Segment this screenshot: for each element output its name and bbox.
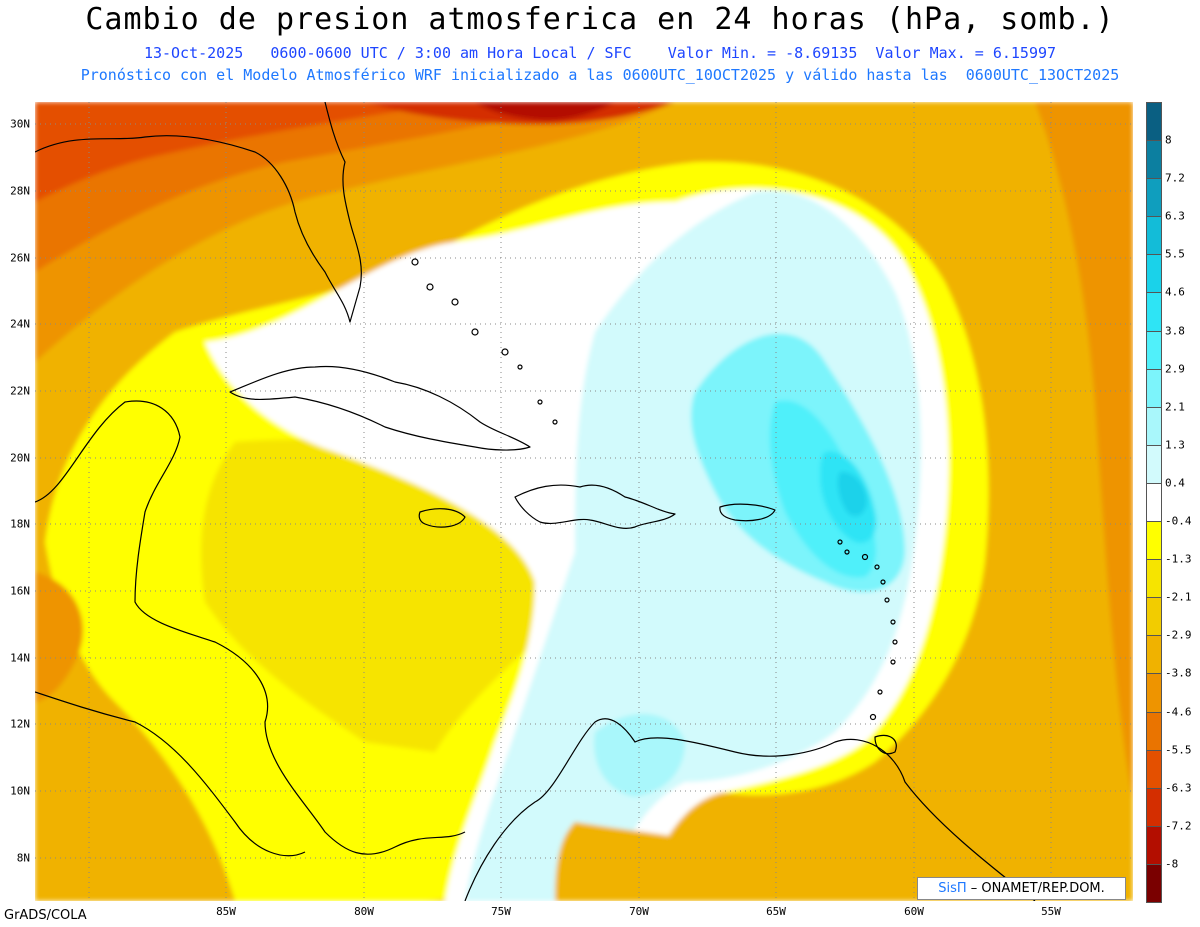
lon-label: 70W — [629, 905, 649, 918]
grads-credit: GrADS/COLA — [4, 908, 87, 923]
lat-label: 8N — [16, 851, 30, 865]
colorbar-label: 1.3 — [1165, 438, 1185, 452]
grid-lines — [35, 102, 1133, 901]
colorbar-segment — [1146, 635, 1162, 675]
colorbar-label: -3.8 — [1165, 666, 1192, 680]
colorbar-segment — [1146, 178, 1162, 218]
lat-label: 24N — [10, 317, 30, 331]
shaded-field — [35, 102, 1133, 901]
colorbar-segment — [1146, 102, 1162, 142]
colorbar-label: -7.2 — [1165, 819, 1192, 833]
colorbar-segment — [1146, 292, 1162, 332]
colorbar-label: -2.1 — [1165, 590, 1192, 604]
colorbar-segment — [1146, 406, 1162, 446]
valid-time-line: 13-Oct-2025 0600-0600 UTC / 3:00 am Hora… — [143, 44, 1057, 62]
lon-label: 55W — [1041, 905, 1061, 918]
colorbar-label: 4.6 — [1165, 285, 1185, 299]
colorbar-label: 2.9 — [1165, 362, 1185, 376]
colorbar-label: -2.9 — [1165, 628, 1192, 642]
lon-label: 75W — [491, 905, 511, 918]
colorbar-segment — [1146, 254, 1162, 294]
lat-label: 20N — [10, 451, 30, 465]
colorbar-segment — [1146, 863, 1162, 903]
colorbar-label: -6.3 — [1165, 781, 1192, 795]
sispi-logo: SisΠ — [938, 881, 967, 896]
colorbar-label: 7.2 — [1165, 171, 1185, 185]
lat-label: 14N — [10, 651, 30, 665]
colorbar-label: 6.3 — [1165, 209, 1185, 223]
colorbar-segment — [1146, 521, 1162, 561]
colorbar-label: 8 — [1165, 133, 1172, 147]
lon-label: 80W — [354, 905, 374, 918]
colorbar-segment — [1146, 482, 1162, 523]
colorbar-segment — [1146, 749, 1162, 789]
credit-org: – ONAMET/REP.DOM. — [970, 881, 1105, 896]
colorbar-segment — [1146, 711, 1162, 751]
colorbar-segment — [1146, 444, 1162, 484]
colorbar-segment — [1146, 216, 1162, 256]
colorbar-label: -0.4 — [1165, 514, 1192, 528]
colorbar-label: -1.3 — [1165, 552, 1192, 566]
lat-label: 16N — [10, 584, 30, 598]
credit-box: SisΠ – ONAMET/REP.DOM. — [917, 877, 1126, 900]
lat-label: 18N — [10, 517, 30, 531]
colorbar-label: 3.8 — [1165, 324, 1185, 338]
colorbar-label: 5.5 — [1165, 247, 1185, 261]
colorbar-segment — [1146, 597, 1162, 637]
coastlines — [35, 102, 1036, 901]
lat-label: 28N — [10, 184, 30, 198]
lat-label: 30N — [10, 117, 30, 131]
colorbar-segment — [1146, 330, 1162, 370]
lat-label: 12N — [10, 717, 30, 731]
colorbar-segment — [1146, 559, 1162, 599]
colorbar-label: -5.5 — [1165, 743, 1192, 757]
colorbar-label: 0.4 — [1165, 476, 1185, 490]
lat-label: 22N — [10, 384, 30, 398]
colorbar-segment — [1146, 140, 1162, 180]
colorbar-segment — [1146, 673, 1162, 713]
colorbar-segment — [1146, 825, 1162, 865]
colorbar-segment — [1146, 787, 1162, 827]
map-title: Cambio de presion atmosferica en 24 hora… — [85, 2, 1115, 37]
colorbar — [1146, 102, 1162, 903]
lat-label: 26N — [10, 251, 30, 265]
lon-label: 85W — [216, 905, 236, 918]
colorbar-segment — [1146, 368, 1162, 408]
colorbar-label: -8 — [1165, 857, 1179, 871]
lon-label: 60W — [904, 905, 924, 918]
colorbar-label: 2.1 — [1165, 400, 1185, 414]
lon-label: 65W — [766, 905, 786, 918]
pressure-change-map — [35, 102, 1133, 901]
model-info-line: Pronóstico con el Modelo Atmosférico WRF… — [80, 66, 1120, 84]
colorbar-label: -4.6 — [1165, 705, 1192, 719]
lat-label: 10N — [10, 784, 30, 798]
